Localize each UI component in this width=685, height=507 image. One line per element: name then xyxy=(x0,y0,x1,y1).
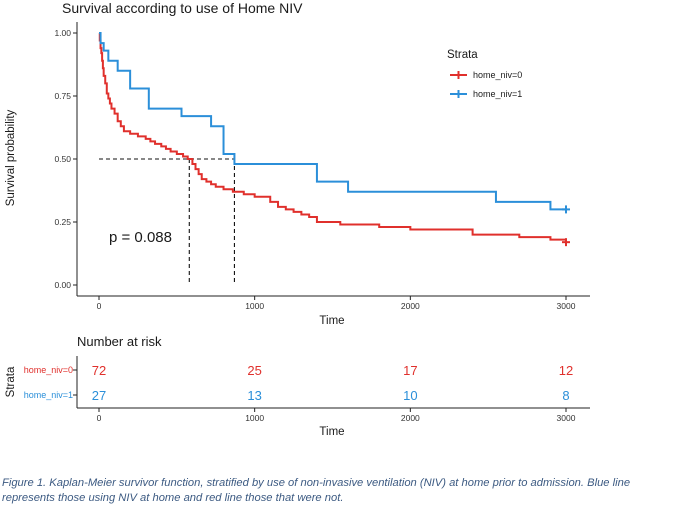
risk-row-label-home-niv-0: home_niv=0 xyxy=(24,365,73,375)
risk-count-home-niv-0: 17 xyxy=(403,363,417,378)
x-tick-label: 3000 xyxy=(557,301,576,311)
y-axis-label: Survival probability xyxy=(5,109,17,206)
x-tick-label: 0 xyxy=(97,301,102,311)
risk-count-home-niv-1: 27 xyxy=(92,388,106,403)
median-guides xyxy=(99,158,235,285)
x-tick-label: 2000 xyxy=(401,301,420,311)
risk-count-home-niv-0: 12 xyxy=(559,363,573,378)
legend-label-home-niv-0: home_niv=0 xyxy=(473,70,522,80)
risk-count-home-niv-0: 72 xyxy=(92,363,106,378)
km-curve-home-niv-1 xyxy=(99,32,566,211)
x-tick-label: 1000 xyxy=(245,301,264,311)
km-chart: Survival according to use of Home NIV Su… xyxy=(5,0,590,438)
legend-item-home-niv-1: home_niv=1 xyxy=(450,89,522,99)
km-curve-home-niv-0 xyxy=(98,32,567,243)
km-series-layer xyxy=(98,32,570,247)
risk-x-tick-label: 0 xyxy=(97,413,102,423)
risk-table-x-label: Time xyxy=(319,426,344,438)
x-axis-label: Time xyxy=(319,315,344,327)
risk-x-tick-label: 2000 xyxy=(401,413,420,423)
legend-label-home-niv-1: home_niv=1 xyxy=(473,89,522,99)
risk-count-home-niv-0: 25 xyxy=(247,363,261,378)
risk-count-home-niv-1: 10 xyxy=(403,388,417,403)
risk-count-home-niv-1: 13 xyxy=(247,388,261,403)
y-tick-label: 0.25 xyxy=(54,217,71,227)
km-axes: 0.00 0.25 0.50 0.75 1.00 0 1000 2000 3000 xyxy=(54,22,590,311)
risk-table-strata-label: Strata xyxy=(5,366,17,397)
risk-count-home-niv-1: 8 xyxy=(562,388,569,403)
y-tick-label: 0.75 xyxy=(54,91,71,101)
risk-x-tick-label: 1000 xyxy=(245,413,264,423)
chart-title: Survival according to use of Home NIV xyxy=(62,0,303,16)
pvalue-annotation: p = 0.088 xyxy=(109,229,172,246)
risk-x-tick-label: 3000 xyxy=(557,413,576,423)
risk-row-label-home-niv-1: home_niv=1 xyxy=(24,390,73,400)
figure-caption: Figure 1. Kaplan-Meier survivor function… xyxy=(2,477,631,504)
y-tick-label: 0.50 xyxy=(54,154,71,164)
legend-item-home-niv-0: home_niv=0 xyxy=(450,70,522,80)
y-tick-label: 1.00 xyxy=(54,28,71,38)
risk-table-title: Number at risk xyxy=(77,334,162,349)
y-tick-label: 0.00 xyxy=(54,280,71,290)
legend-title: Strata xyxy=(447,49,478,61)
risk-table-layer: 72 25 17 12 27 13 10 8 0 1000 2000 3000 xyxy=(73,356,590,423)
